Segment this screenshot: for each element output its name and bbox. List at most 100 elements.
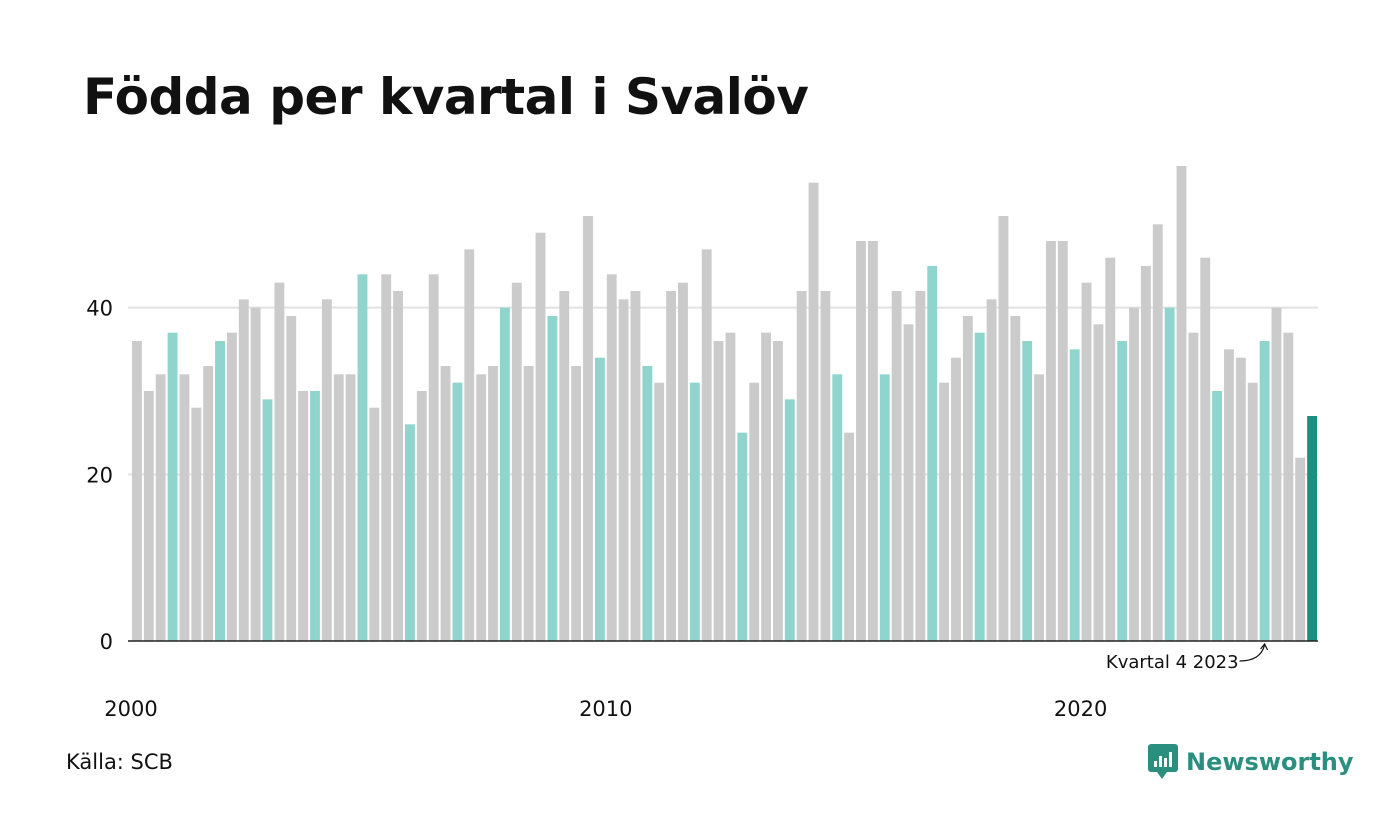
bar [1117,341,1128,641]
bar [1034,374,1044,641]
bar [357,274,368,641]
bar [891,291,902,641]
bar [369,407,380,641]
bar [939,382,950,641]
x-tick-label: 2010 [579,697,632,721]
y-tick-label: 0 [100,630,113,654]
x-tick-label: 2020 [1054,697,1107,721]
bar [132,341,142,641]
bar [879,374,890,641]
bar [796,291,807,641]
bar [1247,382,1258,641]
chart-title: Födda per kvartal i Svalöv [83,68,809,126]
bar [1271,307,1282,641]
bar [808,182,819,642]
bar [274,282,285,641]
bar [511,282,522,641]
bar [1022,341,1033,641]
bar [155,374,166,641]
bar [381,274,392,641]
bar [405,424,415,641]
bar [250,307,261,641]
bar [499,307,510,641]
bars [132,166,1317,642]
bar [678,282,688,641]
bar [903,324,914,641]
bar [606,274,617,641]
bar [583,216,593,641]
bar [143,391,154,641]
brand-name: Newsworthy [1186,748,1354,776]
bar [998,216,1009,641]
bar [1200,257,1211,641]
bar [1164,307,1175,641]
x-tick-label: 2000 [104,697,157,721]
bar [927,266,938,641]
bar [1188,332,1199,641]
bar [547,316,558,641]
bar [974,332,985,641]
annotation: Kvartal 4 2023 [1106,642,1269,673]
bar [452,382,463,641]
bar [179,374,190,641]
bar [749,382,760,641]
annotation-arrow [1239,644,1266,662]
bar [737,432,748,641]
tick-labels: 0 20 40 2000 2010 2020 [86,297,1107,721]
bar [1045,241,1056,641]
bar [713,341,724,641]
bar [416,391,427,641]
bar [488,366,498,641]
bar [191,407,202,641]
annotation-arrowhead [1260,642,1269,651]
y-tick-label: 40 [86,297,113,321]
bar [167,332,178,641]
bar [559,291,570,641]
bar [333,374,344,641]
bar [1224,349,1234,641]
bar [1235,357,1246,641]
bar [321,299,332,641]
bar [1152,224,1163,641]
bar [1140,266,1151,641]
bar [689,382,700,641]
bar [1010,316,1021,641]
bar [1307,416,1317,641]
bar [262,399,273,641]
bar [630,291,641,641]
bar [428,274,439,641]
bar [1093,324,1104,641]
bar [654,382,665,641]
bar [962,316,973,641]
annotation-label: Kvartal 4 2023 [1106,652,1239,673]
bar [571,366,582,641]
bar [203,366,214,641]
bar [1057,241,1068,641]
bar [1069,349,1080,641]
bar [310,391,320,641]
bar [1295,457,1306,641]
bar [286,316,297,641]
bar [535,232,546,642]
bar [951,357,961,641]
bar [238,299,249,641]
bar [226,332,237,641]
bar [820,291,831,641]
bar [772,341,783,641]
bar [844,432,855,641]
bar [642,366,653,641]
bar [298,391,309,641]
bar [393,291,404,641]
bar [215,341,225,641]
bar [867,241,878,641]
bar [1129,307,1139,641]
bar [666,291,677,641]
brand-logo[interactable]: Newsworthy [1148,744,1354,780]
bar [1212,391,1223,641]
bar [701,249,712,641]
bar [464,249,475,641]
bar [440,366,451,641]
y-tick-label: 20 [86,463,113,487]
bar [1176,166,1187,641]
